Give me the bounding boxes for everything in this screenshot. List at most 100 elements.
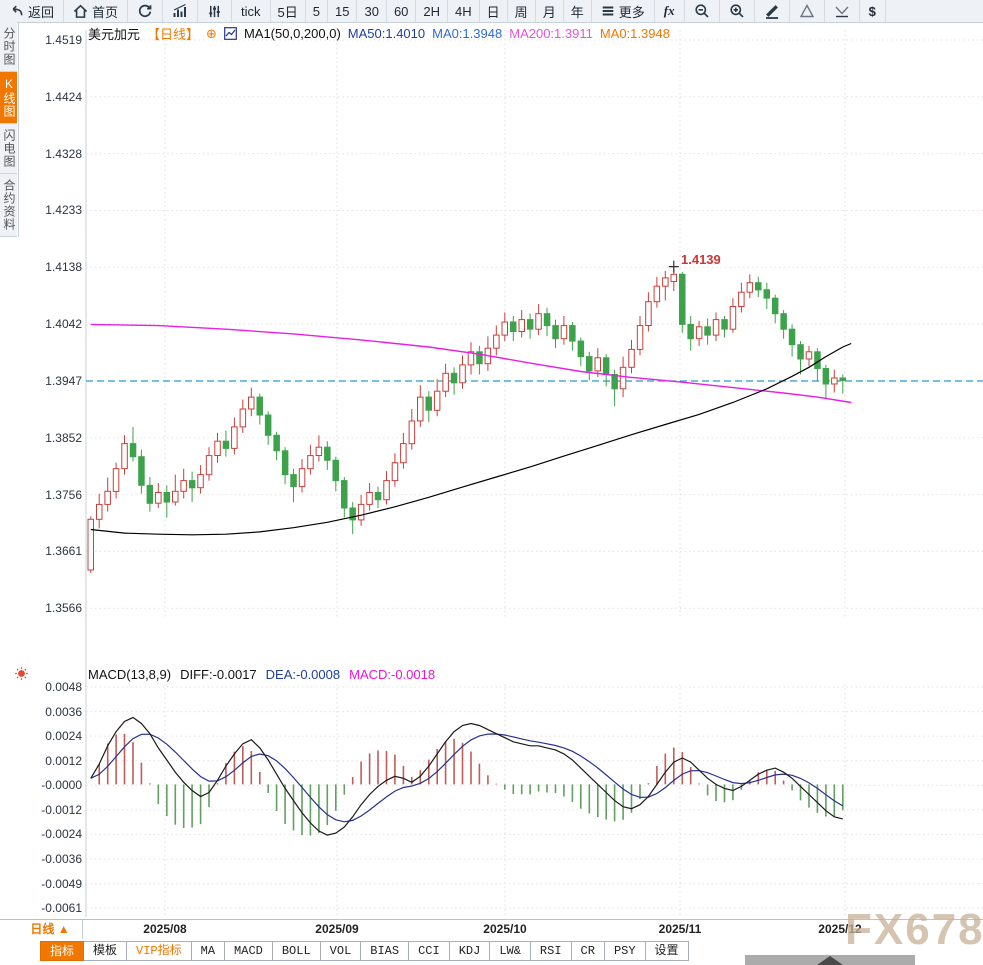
tab-template[interactable]: 模板 — [84, 941, 128, 961]
refresh-icon — [138, 4, 152, 18]
fx678-watermark: FX678 — [845, 905, 983, 954]
timeframe-week-button[interactable]: 周 — [508, 0, 536, 22]
timeframe-day-button[interactable]: 日 — [480, 0, 508, 22]
price-tick-label: 1.3661 — [45, 544, 82, 559]
back-arrow-icon — [12, 5, 23, 15]
zoom-out-button[interactable] — [685, 0, 720, 22]
pencil-icon — [765, 5, 778, 19]
price-tick-label: 1.3756 — [45, 487, 82, 502]
price-tick-label: 1.4042 — [45, 317, 82, 332]
timeframe-year-button[interactable]: 年 — [564, 0, 592, 22]
back-button[interactable]: 返回 — [0, 0, 65, 22]
macd-tick-label: -0.0024 — [41, 827, 82, 842]
top-toolbar: 返回 首页 tick 5日 5 15 30 60 2H 4H 日 周 月 年 更… — [0, 0, 983, 23]
back-label: 返回 — [28, 4, 55, 20]
check-down-tool-button[interactable] — [825, 0, 860, 22]
price-tick-label: 1.3566 — [45, 601, 82, 616]
draw-button[interactable] — [755, 0, 790, 22]
tf-2h-label: 2H — [423, 3, 441, 19]
tab-vip-indicator[interactable]: VIP指标 — [127, 941, 192, 961]
sidebar-item-lightning-chart[interactable]: 闪电图 — [0, 124, 17, 174]
left-sidebar: 分时图 K线图 闪电图 合约资料 — [0, 22, 19, 237]
timeframe-2h-button[interactable]: 2H — [416, 0, 449, 22]
triangle-up-tool-button[interactable] — [790, 0, 825, 22]
indicator-tab-bar: 指标 模板 VIP指标 MA MACD BOLL VOL BIAS CCI KD… — [0, 940, 983, 962]
more-label: 更多 — [618, 4, 645, 20]
tab-vol[interactable]: VOL — [320, 941, 362, 961]
timeframe-5d-button[interactable]: 5日 — [271, 0, 306, 22]
sidebar-item-time-chart[interactable]: 分时图 — [0, 22, 17, 72]
timeframe-5m-button[interactable]: 5 — [306, 0, 328, 22]
tab-ma[interactable]: MA — [191, 941, 226, 961]
sidebar-item-contract-info[interactable]: 合约资料 — [0, 174, 17, 237]
sidebar-item-kline-chart[interactable]: K线图 — [0, 72, 17, 124]
tf-day-label: 日 — [486, 4, 500, 20]
macd-tick-label: 0.0024 — [45, 729, 82, 744]
macd-tick-label: -0.0036 — [41, 851, 82, 866]
check-down-icon — [835, 6, 849, 18]
timeframe-60m-button[interactable]: 60 — [387, 0, 417, 22]
ma0-blue-readout: MA0:1.3948 — [432, 26, 503, 41]
more-button[interactable]: 更多 — [592, 0, 655, 22]
ma0-orange-readout: MA0:1.3948 — [599, 26, 670, 41]
price-tick-label: 1.3852 — [45, 430, 82, 445]
ma200-readout: MA200:1.3911 — [509, 26, 593, 41]
tf-60-label: 60 — [393, 3, 409, 19]
zoom-in-button[interactable] — [720, 0, 755, 22]
price-pane-header: 美元加元 【日线】 ⊕ MA1(50,0,200,0) MA50:1.4010 … — [88, 24, 670, 43]
tab-boll[interactable]: BOLL — [272, 941, 321, 961]
price-tick-label: 1.4138 — [45, 260, 82, 275]
x-axis-month-label: 2025/12 — [818, 922, 862, 936]
home-button[interactable]: 首页 — [64, 0, 129, 22]
ma-definition: MA1(50,0,200,0) — [243, 26, 341, 41]
period-badge[interactable]: 【日线】 — [147, 27, 200, 42]
macd-readout: MACD:-0.0018 — [349, 667, 436, 682]
timeframe-30m-button[interactable]: 30 — [357, 0, 387, 22]
tf-year-label: 年 — [570, 4, 584, 20]
high-price-annotation: 1.4139 — [681, 252, 721, 267]
tf-week-label: 周 — [514, 4, 528, 20]
period-selector[interactable]: 日线 ▲ — [18, 920, 83, 939]
function-button[interactable]: fx — [655, 0, 685, 22]
macd-tick-label: -0.0000 — [41, 778, 82, 793]
tab-cci[interactable]: CCI — [409, 941, 450, 961]
timeframe-4h-button[interactable]: 4H — [448, 0, 480, 22]
tf-5-label: 5 — [312, 3, 320, 19]
tab-lw[interactable]: LW& — [490, 941, 531, 961]
macd-pane-header: MACD(13,8,9) DIFF:-0.0017 DEA:-0.0008 MA… — [88, 667, 435, 682]
price-tick-label: 1.4328 — [45, 146, 82, 161]
bar-chart-button[interactable] — [163, 0, 199, 22]
tab-kdj[interactable]: KDJ — [449, 941, 491, 961]
tf-15-label: 15 — [335, 3, 350, 19]
add-indicator-icon[interactable]: ⊕ — [206, 25, 217, 41]
tab-macd[interactable]: MACD — [225, 941, 273, 961]
timeframe-15m-button[interactable]: 15 — [328, 0, 358, 22]
tab-settings[interactable]: 设置 — [645, 941, 689, 961]
timeframe-tick-button[interactable]: tick — [232, 0, 271, 22]
dollar-button[interactable]: $ — [860, 0, 886, 22]
macd-tick-label: -0.0012 — [41, 802, 82, 817]
tab-indicator[interactable]: 指标 — [40, 941, 85, 961]
mini-chart-icon[interactable] — [224, 27, 237, 40]
candles-settings-button[interactable] — [198, 0, 233, 22]
indicator-settings-icon[interactable] — [14, 666, 29, 686]
price-tick-label: 1.4519 — [45, 33, 82, 47]
tab-psy[interactable]: PSY — [604, 941, 646, 961]
tf-30-label: 30 — [364, 3, 379, 19]
diff-readout: DIFF:-0.0017 — [180, 667, 257, 682]
bottom-panel-handle[interactable] — [745, 955, 915, 965]
macd-title: MACD(13,8,9) — [88, 667, 172, 682]
x-axis-month-label: 2025/10 — [483, 922, 527, 936]
macd-tick-label: -0.0049 — [41, 876, 82, 891]
timeframe-month-button[interactable]: 月 — [536, 0, 564, 22]
tab-bias[interactable]: BIAS — [361, 941, 410, 961]
tab-cr[interactable]: CR — [571, 941, 605, 961]
tab-rsi[interactable]: RSI — [530, 941, 572, 961]
x-axis-month-label: 2025/11 — [658, 922, 702, 936]
tf-month-label: 月 — [542, 4, 556, 20]
tf-5d-label: 5日 — [277, 4, 298, 20]
x-axis-month-label: 2025/08 — [143, 922, 187, 936]
refresh-button[interactable] — [128, 0, 164, 22]
